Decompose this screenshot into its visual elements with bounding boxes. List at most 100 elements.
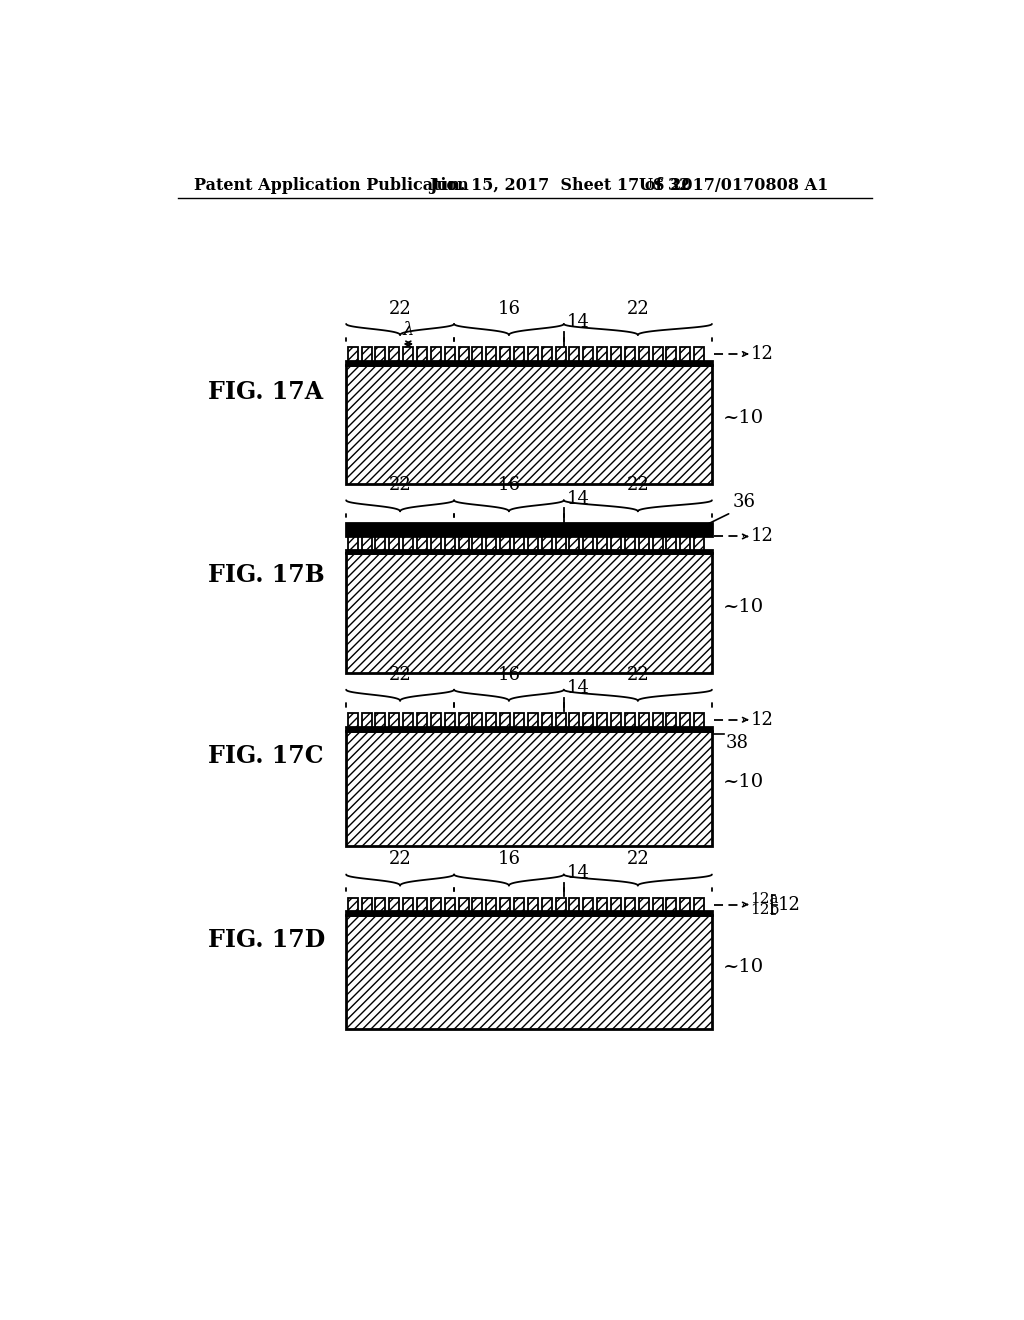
- Text: FIG. 17B: FIG. 17B: [208, 562, 325, 587]
- Bar: [459, 347, 469, 360]
- Bar: [569, 713, 580, 726]
- Bar: [694, 898, 705, 911]
- Bar: [389, 347, 399, 360]
- Bar: [514, 898, 524, 911]
- Bar: [403, 536, 413, 549]
- Text: 12b: 12b: [751, 903, 779, 917]
- Bar: [625, 347, 635, 360]
- Text: ~10: ~10: [723, 957, 764, 975]
- Bar: [528, 898, 538, 911]
- Bar: [444, 536, 455, 549]
- Text: FIG. 17A: FIG. 17A: [208, 380, 323, 404]
- Bar: [542, 536, 552, 549]
- Bar: [500, 713, 510, 726]
- Bar: [652, 898, 663, 911]
- Bar: [417, 898, 427, 911]
- Bar: [348, 536, 357, 549]
- Bar: [361, 898, 372, 911]
- Bar: [542, 536, 552, 549]
- Bar: [514, 347, 524, 360]
- Bar: [472, 898, 482, 911]
- Bar: [500, 347, 510, 360]
- Bar: [680, 713, 690, 726]
- Bar: [472, 347, 482, 360]
- Bar: [639, 536, 649, 549]
- Bar: [459, 898, 469, 911]
- Bar: [611, 898, 621, 911]
- Bar: [417, 347, 427, 360]
- Bar: [514, 713, 524, 726]
- Bar: [444, 898, 455, 911]
- Bar: [584, 536, 593, 549]
- Bar: [514, 536, 524, 549]
- Bar: [459, 713, 469, 726]
- Bar: [346, 360, 712, 364]
- Bar: [639, 536, 649, 549]
- Bar: [348, 898, 357, 911]
- Bar: [556, 347, 565, 360]
- Bar: [569, 347, 580, 360]
- Text: 16: 16: [498, 300, 520, 318]
- Bar: [611, 536, 621, 549]
- Bar: [346, 364, 712, 484]
- Text: 22: 22: [627, 850, 649, 869]
- Bar: [486, 898, 497, 911]
- Bar: [431, 536, 441, 549]
- Bar: [486, 347, 497, 360]
- Bar: [528, 536, 538, 549]
- Bar: [346, 553, 712, 673]
- Bar: [597, 898, 607, 911]
- Bar: [346, 726, 712, 730]
- Bar: [514, 898, 524, 911]
- Bar: [667, 536, 677, 549]
- Bar: [625, 898, 635, 911]
- Bar: [611, 713, 621, 726]
- Text: 22: 22: [627, 300, 649, 318]
- Bar: [361, 347, 372, 360]
- Bar: [542, 713, 552, 726]
- Bar: [431, 347, 441, 360]
- Bar: [389, 713, 399, 726]
- Bar: [376, 536, 385, 549]
- Bar: [389, 347, 399, 360]
- Bar: [417, 713, 427, 726]
- Text: 14: 14: [567, 490, 590, 507]
- Bar: [667, 713, 677, 726]
- Bar: [417, 898, 427, 911]
- Bar: [389, 898, 399, 911]
- Bar: [444, 347, 455, 360]
- Bar: [667, 347, 677, 360]
- Text: 12: 12: [751, 710, 773, 729]
- Bar: [652, 347, 663, 360]
- Bar: [346, 523, 712, 536]
- Bar: [403, 713, 413, 726]
- Bar: [556, 536, 565, 549]
- Bar: [417, 347, 427, 360]
- Bar: [611, 347, 621, 360]
- Bar: [361, 536, 372, 549]
- Bar: [431, 347, 441, 360]
- Bar: [472, 536, 482, 549]
- Bar: [652, 347, 663, 360]
- Bar: [569, 536, 580, 549]
- Bar: [459, 536, 469, 549]
- Text: FIG. 17C: FIG. 17C: [208, 744, 323, 768]
- Bar: [542, 347, 552, 360]
- Text: 38: 38: [726, 734, 749, 752]
- Bar: [346, 730, 712, 846]
- Bar: [472, 347, 482, 360]
- Bar: [694, 713, 705, 726]
- Text: 12a: 12a: [751, 892, 779, 906]
- Bar: [597, 713, 607, 726]
- Bar: [569, 898, 580, 911]
- Bar: [376, 347, 385, 360]
- Bar: [376, 347, 385, 360]
- Bar: [625, 536, 635, 549]
- Bar: [444, 713, 455, 726]
- Bar: [361, 347, 372, 360]
- Bar: [556, 347, 565, 360]
- Bar: [403, 536, 413, 549]
- Bar: [680, 536, 690, 549]
- Bar: [625, 713, 635, 726]
- Text: 16: 16: [498, 665, 520, 684]
